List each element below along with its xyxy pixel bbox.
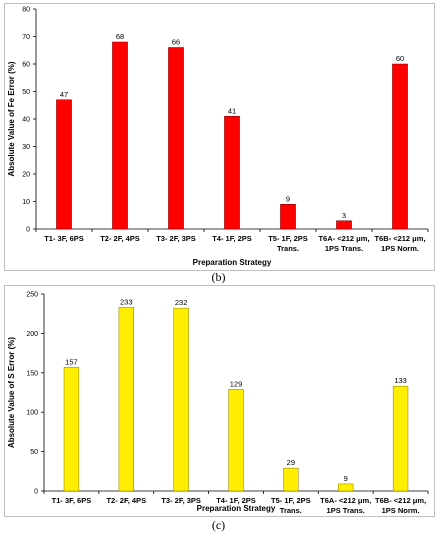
fe-y-tick-label: 60 (22, 62, 30, 69)
s-category-label: T6A- <212 μm, 1PS Trans. (320, 496, 371, 515)
s-category-label: T6B- <212 μm, 1PS Norm. (375, 496, 426, 515)
s-category-label-line: T6B- <212 μm, (375, 496, 426, 505)
fe-data-label: 68 (116, 32, 124, 41)
fe-data-label: 41 (228, 106, 236, 115)
fe-category-label: T1- 3F, 6PS (44, 234, 84, 243)
fe-y-tick-label: 50 (22, 89, 30, 96)
s-category-label: T1- 3F, 6PS (52, 496, 92, 505)
s-bar (63, 367, 80, 492)
s-category-label-line: T6A- <212 μm, (320, 496, 371, 505)
fe-category-label-line: 1PS Norm. (381, 244, 419, 253)
fe-category-label-line: Trans. (277, 244, 299, 253)
s-category-label-line: 1PS Trans. (327, 506, 365, 515)
s-data-label: 233 (120, 297, 133, 306)
fe-bar (336, 220, 352, 230)
fe-y-tick-label: 40 (22, 117, 30, 124)
fe-category-label: T3- 2F, 3PS (156, 234, 196, 243)
figure-caption-b: (b) (211, 270, 226, 284)
s-category-label-line: T2- 2F, 4PS (106, 496, 146, 505)
s-data-label: 129 (230, 379, 243, 388)
s-y-tick-label: 50 (30, 449, 38, 456)
fe-category-label-line: T6A- <212 μm, (318, 234, 369, 243)
s-y-tick-label: 200 (26, 331, 38, 338)
fe-category-label: T6B- <212 μm, 1PS Norm. (374, 234, 425, 253)
fe-category-label-line: T3- 2F, 3PS (156, 234, 196, 243)
s-data-label: 29 (287, 458, 295, 467)
fe-bar (392, 63, 408, 230)
figure-caption-c: (c) (211, 518, 226, 532)
fe-category-label-line: T5- 1F, 2PS (268, 234, 308, 243)
fe-data-label: 3 (342, 211, 346, 220)
fe-category-label-line: T1- 3F, 6PS (44, 234, 84, 243)
s-data-label: 9 (344, 474, 348, 483)
fe-category-label: T5- 1F, 2PS Trans. (268, 234, 308, 253)
s-bar (338, 483, 354, 492)
fe-category-label-line: T2- 2F, 4PS (100, 234, 140, 243)
s-bar (228, 389, 244, 492)
s-x-axis-title: Preparation Strategy (197, 504, 276, 513)
s-bar (173, 307, 189, 492)
fe-category-label-line: T6B- <212 μm, (374, 234, 425, 243)
fe-y-tick-label: 30 (22, 144, 30, 151)
fe-category-label-line: T4- 1F, 2PS (212, 234, 252, 243)
s-bar (118, 307, 134, 492)
fe-bar (112, 41, 128, 230)
fe-bar (168, 47, 184, 230)
s-category-label: T3- 2F, 3PS (161, 496, 201, 505)
fe-data-label: 9 (286, 194, 290, 203)
s-category-label-line: T5- 1F, 2PS (271, 496, 311, 505)
fe-bar (224, 116, 240, 230)
chart-panel-fe (4, 3, 435, 271)
s-category-label-line: Trans. (280, 506, 302, 515)
s-y-tick-label: 100 (26, 410, 38, 417)
s-data-label: 232 (175, 298, 188, 307)
s-category-label: T5- 1F, 2PS Trans. (271, 496, 311, 515)
s-data-label: 157 (65, 357, 78, 366)
s-bar (392, 385, 409, 492)
fe-data-label: 47 (60, 90, 68, 99)
fe-data-label: 60 (396, 54, 404, 63)
fe-category-label-line: 1PS Trans. (325, 244, 363, 253)
fe-data-label: 66 (172, 38, 180, 47)
fe-y-tick-label: 80 (22, 7, 30, 14)
s-y-tick-label: 0 (34, 489, 38, 496)
s-category-label: T2- 2F, 4PS (106, 496, 146, 505)
fe-y-tick-label: 70 (22, 34, 30, 41)
s-category-label-line: T4- 1F, 2PS (216, 496, 256, 505)
s-category-label-line: 1PS Norm. (382, 506, 420, 515)
s-category-label-line: T1- 3F, 6PS (52, 496, 92, 505)
s-category-label-line: T3- 2F, 3PS (161, 496, 201, 505)
fe-bar (56, 99, 72, 230)
s-data-label: 133 (394, 376, 407, 385)
fe-y-tick-label: 10 (22, 199, 30, 206)
fe-y-tick-label: 20 (22, 172, 30, 179)
fe-y-tick-label: 0 (26, 227, 30, 234)
s-y-tick-label: 150 (26, 370, 38, 377)
fe-category-label: T6A- <212 μm, 1PS Trans. (318, 234, 369, 253)
s-y-axis-title: Absolute Value of S Error (%) (7, 337, 16, 448)
fe-category-label: T4- 1F, 2PS (212, 234, 252, 243)
fe-bar (280, 204, 296, 230)
fe-category-label: T2- 2F, 4PS (100, 234, 140, 243)
fe-y-axis-title: Absolute Value of Fe Error (%) (7, 61, 16, 176)
s-y-tick-label: 250 (26, 292, 38, 299)
fe-x-axis-title: Preparation Strategy (193, 258, 272, 267)
s-category-label: T4- 1F, 2PS (216, 496, 256, 505)
s-bar (283, 467, 299, 492)
